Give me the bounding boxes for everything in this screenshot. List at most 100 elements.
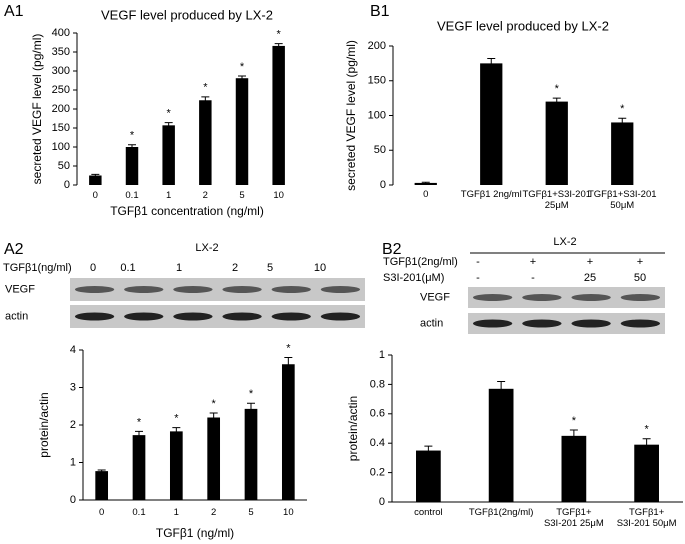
error-bar [618,117,627,127]
panel-label: B2 [382,241,402,258]
bar [545,101,568,185]
significance-mark: * [130,130,135,142]
y-axis-label: secreted VEGF level (pg/ml) [30,34,44,185]
bar [480,63,503,185]
blot-title: LX-2 [195,242,218,254]
blot-strip [468,313,665,334]
blot-strip [468,287,665,308]
blot-band [173,312,213,321]
y-tick-label: 4 [70,344,76,356]
x-tick-label: 1 [173,507,179,518]
blot-band [620,294,661,301]
error-bar [128,144,136,150]
y-tick-label: 100 [368,109,386,121]
significance-mark: * [212,398,217,410]
error-bar [642,438,651,451]
row-label: TGFβ1(2ng/ml) [383,256,458,268]
bar [611,122,634,185]
x-tick-label: control [414,507,443,518]
significance-mark: * [174,413,179,425]
significance-mark: * [572,415,577,427]
error-bar [274,43,283,49]
y-axis-label: secreted VEGF level (pg/ml) [344,40,358,191]
lane-label: - [531,272,535,284]
y-tick-label: 350 [52,46,70,58]
y-tick-label: 400 [52,27,70,39]
y-axis-label: protein/actin [37,392,51,457]
blot-band [472,319,513,328]
x-tick-label: TGFβ1+ S3I-201 50μM [616,507,677,529]
significance-mark: * [620,103,625,115]
x-tick-label: TGFβ1 2ng/ml [460,189,522,200]
y-tick-label: 150 [368,75,386,87]
lane-label: 25 [584,272,596,284]
x-axis-label: TGFβ1 (ng/ml) [156,526,234,540]
y-tick-label: 300 [52,65,70,77]
blot-title: LX-2 [553,236,576,248]
x-tick-label: 1 [166,190,172,201]
lane-label: + [637,256,643,268]
y-tick-label: 50 [58,160,70,172]
x-tick-label: 0 [423,189,429,200]
significance-mark: * [203,82,208,94]
error-bar [238,75,246,81]
error-bar [97,469,106,473]
bar [199,100,212,185]
panel-label: B1 [370,3,390,20]
bar [89,175,102,185]
error-bar [497,380,506,397]
bar [416,450,441,502]
blot-strip [70,305,365,328]
x-tick-label: 2 [202,190,208,201]
y-tick-label: 200 [52,103,70,115]
error-bar [201,96,210,104]
x-axis-label: TGFβ1 concentration (ng/ml) [110,204,264,218]
bar [207,417,221,500]
error-bar [172,427,181,436]
bar [162,125,175,185]
y-tick-label: 250 [52,84,70,96]
blot-band [320,286,361,293]
chart-title: VEGF level produced by LX-2 [437,18,609,33]
x-tick-label: 2 [211,507,217,518]
y-tick-label: 0 [380,179,386,191]
y-tick-label: 1 [70,456,76,468]
bar [132,435,146,500]
bar [95,471,109,500]
y-tick-label: 0 [64,179,70,191]
significance-mark: * [167,108,172,120]
error-bar [209,412,218,422]
significance-mark: * [555,83,560,95]
blot-band [571,319,611,328]
bar [488,388,514,502]
significance-mark: * [277,29,282,41]
blot-band [173,286,213,293]
lane-label: - [476,272,480,284]
blot-band [620,319,661,328]
y-tick-label: 0.4 [370,437,385,449]
error-bar [164,122,173,128]
band-label: actin [420,317,443,329]
bar [561,435,587,502]
row-label: S3I-201(μM) [383,272,444,284]
lane-label: 0 [90,262,96,274]
y-axis-label: protein/actin [346,396,360,461]
y-tick-label: 0 [379,496,385,508]
panel-label: A2 [4,241,24,258]
bar [169,431,183,500]
x-tick-label: TGFβ1+ S3I-201 25μM [543,507,604,529]
x-tick-label: 5 [239,190,245,201]
error-bar [424,445,433,455]
x-tick-label: 0 [92,190,98,201]
significance-mark: * [644,424,649,436]
error-bar [135,430,143,439]
x-tick-label: 10 [273,190,284,201]
lane-label: 1 [176,262,182,274]
chart-title: VEGF level produced by LX-2 [101,7,273,22]
lane-label: + [530,256,536,268]
lane-label: 50 [634,272,646,284]
bar [281,364,295,500]
x-tick-label: TGFβ1+S3I-201 50μM [587,189,657,211]
blot-band [522,294,562,301]
